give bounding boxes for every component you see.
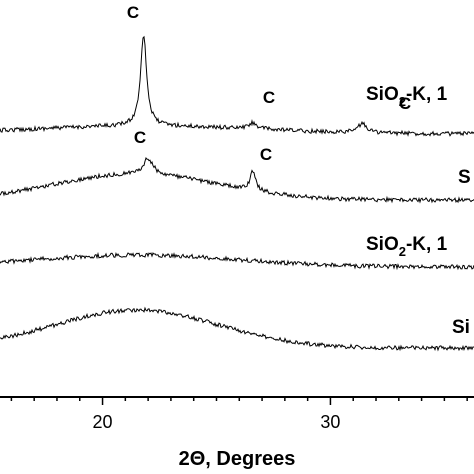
peak-annotations: C C C C C bbox=[127, 3, 411, 164]
peak-label: C bbox=[134, 128, 146, 147]
series-4-label: Si bbox=[452, 317, 470, 338]
x-tick-label: 30 bbox=[320, 412, 340, 432]
series-1-trace bbox=[0, 35, 474, 137]
series-1-label: SiO2-K, 1 bbox=[366, 84, 448, 109]
series-2-label: S bbox=[458, 167, 471, 188]
x-axis-title: 2Θ, Degrees bbox=[179, 448, 296, 470]
series-2-trace bbox=[0, 156, 474, 204]
diffraction-traces bbox=[0, 35, 474, 352]
peak-label: C bbox=[127, 3, 139, 22]
series-3-trace bbox=[0, 251, 474, 271]
x-axis: 20 30 bbox=[0, 396, 474, 432]
series-4-trace bbox=[0, 306, 474, 352]
peak-label: C bbox=[263, 88, 275, 107]
peak-label: C bbox=[260, 145, 272, 164]
peak-label: C bbox=[399, 94, 411, 113]
x-tick-label: 20 bbox=[93, 412, 113, 432]
series-labels: SiO2-K, 1 S SiO2-K, 1 Si bbox=[366, 84, 471, 338]
series-3-label: SiO2-K, 1 bbox=[366, 234, 448, 259]
